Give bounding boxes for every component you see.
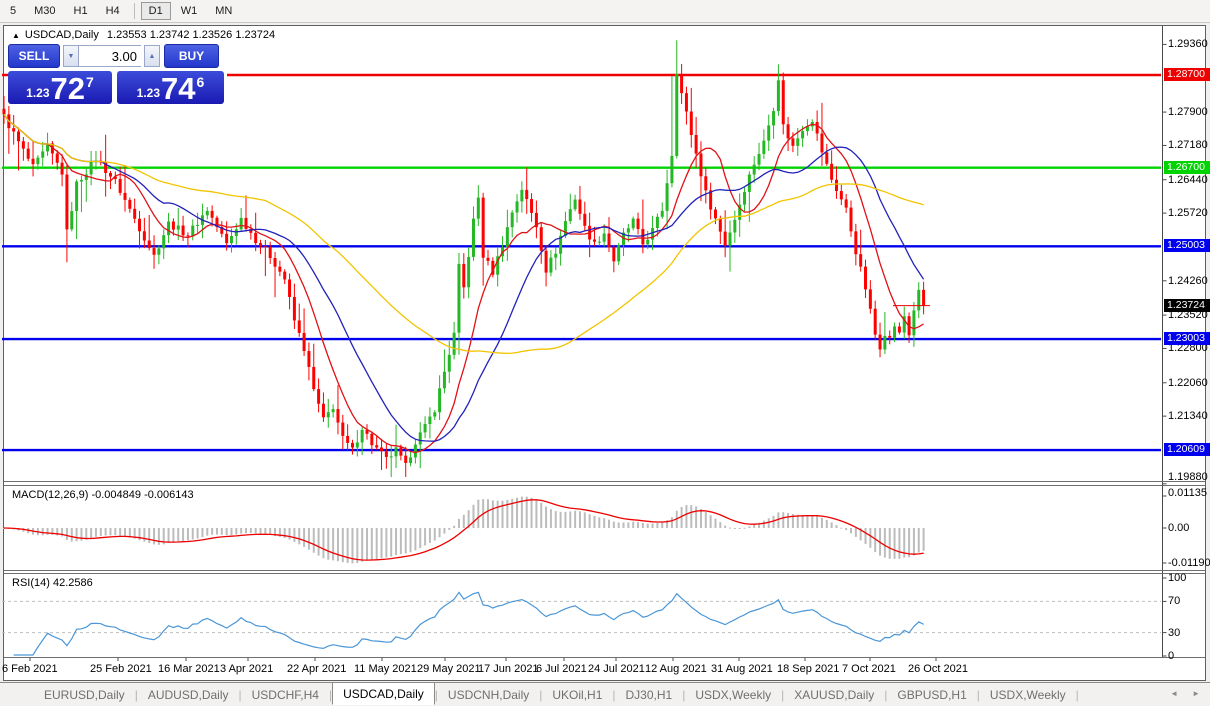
chart-tab-ukoil-h1[interactable]: UKOil,H1 [552, 687, 603, 702]
buy-price-display[interactable]: 1.23 74 6 [117, 71, 224, 104]
price-flag-1.28700: 1.28700 [1164, 68, 1210, 81]
price-flag-1.23003: 1.23003 [1164, 332, 1210, 345]
volume-increase-button[interactable]: ▲ [144, 45, 160, 67]
chart-tab-usdx-weekly[interactable]: USDX,Weekly [989, 687, 1066, 702]
timeframe-button-W1[interactable]: W1 [180, 5, 198, 17]
volume-decrease-button[interactable]: ▼ [63, 45, 79, 67]
price-tick-1.19880: 1.19880 [1168, 471, 1208, 483]
date-label: 22 Apr 2021 [287, 663, 347, 675]
macd-axis--0.011904: -0.011904 [1168, 557, 1210, 569]
tab-scroll-right-icon[interactable]: ► [1192, 689, 1200, 698]
toolbar-separator [133, 3, 135, 19]
buy-price-prefix: 1.23 [136, 86, 161, 100]
price-tick-1.26440: 1.26440 [1168, 174, 1208, 186]
buy-button[interactable]: BUY [164, 44, 219, 68]
price-tick-1.21340: 1.21340 [1168, 410, 1208, 422]
chart-tab-xauusd-daily[interactable]: XAUUSD,Daily [794, 687, 875, 702]
price-tick-1.23520: 1.23520 [1168, 309, 1208, 321]
price-tick-1.22060: 1.22060 [1168, 377, 1208, 389]
tab-separator: | [238, 687, 242, 702]
date-label: 31 Aug 2021 [711, 663, 773, 675]
sell-price-sup: 7 [86, 74, 94, 90]
sell-price-display[interactable]: 1.23 72 7 [8, 71, 112, 104]
timeframe-button-M30[interactable]: M30 [34, 5, 56, 17]
timeframe-button-H1[interactable]: H1 [73, 5, 88, 17]
date-label: 6 Feb 2021 [2, 663, 58, 675]
price-flag-1.20609: 1.20609 [1164, 443, 1210, 456]
price-tick-1.22800: 1.22800 [1168, 342, 1208, 354]
price-tick-1.29360: 1.29360 [1168, 38, 1208, 50]
date-label: 29 May 2021 [417, 663, 481, 675]
price-flag-1.26700: 1.26700 [1164, 161, 1210, 174]
chart-tab-usdx-weekly[interactable]: USDX,Weekly [695, 687, 772, 702]
tab-separator: | [434, 687, 438, 702]
rsi-axis-30: 30 [1168, 627, 1181, 639]
tab-separator: | [781, 687, 785, 702]
chart-tab-gbpusd-h1[interactable]: GBPUSD,H1 [897, 687, 967, 702]
tab-separator: | [1075, 687, 1079, 702]
buy-price-big: 74 [161, 71, 196, 106]
chart-tab-dj30-h1[interactable]: DJ30,H1 [625, 687, 673, 702]
tab-separator: | [134, 687, 138, 702]
price-tick-1.27180: 1.27180 [1168, 139, 1208, 151]
date-label: 11 May 2021 [354, 663, 417, 675]
timeframe-button-D1[interactable]: D1 [140, 2, 171, 20]
date-label: 26 Oct 2021 [908, 663, 968, 675]
chart-title: ▲ USDCAD,Daily 1.23553 1.23742 1.23526 1.2… [12, 29, 275, 41]
date-label: 12 Aug 2021 [645, 663, 707, 675]
tab-scroll-left-icon[interactable]: ◄ [1170, 689, 1179, 698]
date-label: 17 Jun 2021 [478, 663, 539, 675]
rsi-axis-70: 70 [1168, 595, 1181, 607]
chart-ohlc-readout: 1.23553 1.23742 1.23526 1.23724 [106, 29, 276, 41]
tab-separator: | [328, 687, 333, 702]
chart-tab-bar: EURUSD,Daily | AUDUSD,Daily | USDCHF,H4 | USDC… [0, 682, 1210, 706]
price-tick-1.24260: 1.24260 [1168, 275, 1208, 287]
chart-window [3, 25, 1206, 681]
date-label: 16 Mar 2021 [158, 663, 220, 675]
macd-axis-0.01135: 0.01135 [1168, 487, 1207, 499]
sell-button[interactable]: SELL [8, 44, 60, 68]
sell-price-big: 72 [50, 71, 86, 106]
tab-separator: | [884, 687, 888, 702]
chart-tab-usdcnh-daily[interactable]: USDCNH,Daily [447, 687, 530, 702]
timeframe-button-H4[interactable]: H4 [105, 5, 120, 17]
rsi-axis-100: 100 [1168, 572, 1187, 584]
timeframe-toolbar: 5 M30 H1 H4 D1 W1 MN [0, 0, 1210, 23]
buy-price-sup: 6 [196, 74, 205, 90]
rsi-indicator-label: RSI(14) 42.2586 [12, 577, 93, 589]
chart-tab-usdcad-daily[interactable]: USDCAD,Daily [332, 682, 435, 705]
chart-tab-audusd-daily[interactable]: AUDUSD,Daily [147, 687, 229, 702]
chart-tab-usdchf-h4[interactable]: USDCHF,H4 [251, 687, 319, 702]
date-label: 18 Sep 2021 [777, 663, 840, 675]
macd-indicator-label: MACD(12,26,9) -0.004849 -0.006143 [12, 489, 194, 501]
date-label: 7 Oct 2021 [842, 663, 896, 675]
macd-axis-0.00: 0.00 [1168, 522, 1190, 534]
date-label: 3 Apr 2021 [220, 663, 274, 675]
collapse-icon[interactable]: ▲ [12, 31, 20, 40]
date-label: 25 Feb 2021 [90, 663, 152, 675]
date-label: 24 Jul 2021 [588, 663, 645, 675]
timeframe-button-MN[interactable]: MN [215, 5, 233, 17]
tab-separator: | [976, 687, 980, 702]
chart-symbol-label: USDCAD,Daily [24, 29, 99, 41]
rsi-axis-0: 0 [1168, 650, 1175, 662]
chart-tab-eurusd-daily[interactable]: EURUSD,Daily [44, 687, 125, 702]
date-label: 6 Jul 2021 [536, 663, 587, 675]
tab-separator: | [612, 687, 616, 702]
timeframe-button-5[interactable]: 5 [10, 5, 17, 17]
tab-separator: | [682, 687, 686, 702]
tab-separator: | [539, 687, 543, 702]
price-tick-1.25720: 1.25720 [1168, 207, 1208, 219]
price-flag-1.25003: 1.25003 [1164, 239, 1210, 252]
volume-input[interactable] [79, 45, 141, 67]
price-tick-1.27900: 1.27900 [1168, 106, 1208, 118]
current-price-flag: 1.23724 [1164, 299, 1210, 312]
sell-price-prefix: 1.23 [26, 86, 50, 100]
